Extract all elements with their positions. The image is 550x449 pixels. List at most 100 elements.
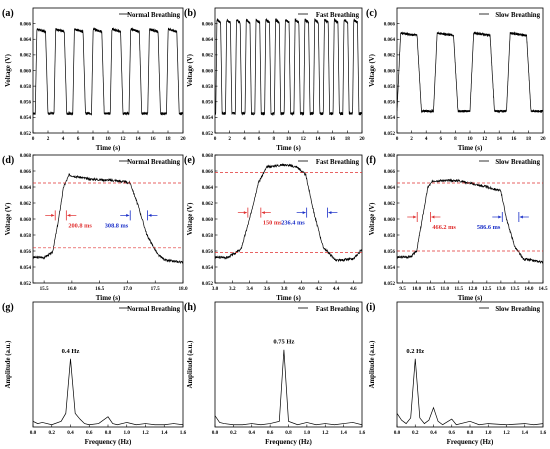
panel-label: (g) (2, 302, 14, 313)
x-tick-label: 16 (511, 136, 517, 142)
fall-arrowhead-right (148, 213, 152, 217)
x-tick-label: 1.2 (322, 430, 329, 436)
x-tick-label: 6 (77, 136, 80, 142)
x-axis-label: Time (s) (276, 144, 301, 152)
x-tick-label: 1.2 (503, 430, 510, 436)
fall-arrowhead-left (302, 211, 306, 215)
y-tick-label: 0.066 (20, 170, 32, 175)
y-tick-label: 0.068 (202, 154, 214, 159)
x-tick-label: 4.2 (316, 286, 323, 292)
y-tick-label: 0.058 (20, 85, 32, 90)
data-trace (215, 349, 362, 426)
y-axis-label: Voltage (V) (5, 203, 12, 236)
rise-arrowhead-left (243, 211, 247, 215)
data-trace (215, 17, 362, 117)
panel-b: (b) Fast Breathing 0 2 4 6 8 10 12 14 16 18 20 0.052 0… (184, 7, 365, 152)
x-tick-label: 17.5 (151, 286, 160, 292)
x-tick-label: 1.4 (522, 430, 529, 436)
panel-label: (d) (2, 155, 14, 166)
y-tick-label: 0.052 (202, 132, 214, 137)
x-tick-label: 12 (301, 136, 307, 142)
x-tick-label: 3.0 (212, 286, 219, 292)
legend-text: Slow Breathing (495, 159, 540, 166)
x-tick-label: 15.5 (40, 286, 49, 292)
panel-label: (i) (366, 302, 375, 313)
y-tick-label: 0.052 (20, 132, 32, 137)
x-axis-label: Frequency (Hz) (447, 438, 494, 446)
legend-text: Fast Breathing (316, 12, 360, 19)
x-tick-label: 11.5 (454, 286, 463, 292)
x-tick-label: 16 (330, 136, 336, 142)
x-tick-label: 14 (315, 136, 321, 142)
x-tick-label: 20 (359, 136, 365, 142)
y-tick-label: 0.052 (384, 132, 396, 137)
x-tick-label: 3.6 (264, 286, 271, 292)
data-trace (33, 173, 183, 265)
x-tick-label: 0.8 (467, 430, 474, 436)
y-tick-label: 0.052 (384, 282, 396, 287)
legend-text: Normal Breathing (127, 12, 181, 19)
rise-arrowhead-right (261, 211, 265, 215)
legend-text: Fast Breathing (316, 159, 360, 166)
x-tick-label: 2 (228, 136, 231, 142)
x-tick-label: 6 (440, 136, 443, 142)
x-tick-label: 1.6 (540, 430, 547, 436)
x-tick-label: 1.6 (359, 430, 366, 436)
x-tick-label: 10 (105, 136, 111, 142)
data-trace (33, 358, 183, 426)
legend-text: Fast Breathing (316, 306, 360, 313)
y-tick-label: 0.054 (20, 266, 32, 271)
x-tick-label: 16.0 (67, 286, 76, 292)
y-tick-label: 0.056 (202, 101, 214, 106)
y-tick-label: 0.064 (384, 186, 396, 191)
legend-text: Slow Breathing (495, 12, 540, 19)
y-tick-label: 0.060 (20, 218, 32, 223)
x-tick-label: 10 (286, 136, 292, 142)
y-axis-label: Voltage (V) (187, 203, 194, 236)
y-tick-label: 0.064 (20, 38, 32, 43)
x-tick-label: 10.0 (412, 286, 421, 292)
x-tick-label: 14 (497, 136, 503, 142)
y-tick-label: 0.056 (384, 101, 396, 106)
panel-e: (e) Fast Breathing 3.0 3.2 3.4 3.6 3.8 4.0 4.2 4.… (184, 154, 363, 302)
y-tick-label: 0.062 (20, 54, 32, 59)
y-tick-label: 0.066 (202, 22, 214, 27)
x-tick-label: 20 (180, 136, 186, 142)
y-tick-label: 0.056 (384, 250, 396, 255)
rise-arrowhead-left (51, 213, 55, 217)
plot-frame (214, 7, 363, 134)
y-tick-label: 0.064 (202, 38, 214, 43)
y-tick-label: 0.064 (384, 38, 396, 43)
y-tick-label: 0.056 (20, 101, 32, 106)
peak-label: 0.75 Hz (273, 339, 294, 346)
y-tick-label: 0.058 (202, 85, 214, 90)
rise-arrowhead-right (431, 215, 435, 219)
y-axis-label: Voltage (V) (369, 54, 376, 87)
y-tick-label: 0.054 (20, 116, 32, 121)
x-tick-label: 1.4 (340, 430, 347, 436)
panel-label: (c) (366, 8, 377, 19)
x-tick-label: 18 (526, 136, 532, 142)
x-axis-label: Frequency (Hz) (85, 438, 132, 446)
plot-frame (32, 301, 184, 428)
x-tick-label: 0.4 (249, 430, 256, 436)
y-tick-label: 0.060 (202, 69, 214, 74)
y-tick-label: 0.054 (384, 266, 396, 271)
y-tick-label: 0.064 (202, 186, 214, 191)
rise-time-label: 466.2 ms (432, 224, 456, 231)
x-tick-label: 8 (454, 136, 457, 142)
x-tick-label: 9.5 (399, 286, 406, 292)
x-tick-label: 4 (243, 136, 246, 142)
x-tick-label: 1.0 (124, 430, 131, 436)
x-tick-label: 11.0 (440, 286, 449, 292)
peak-label: 0.2 Hz (406, 348, 424, 355)
fall-time-label: 586.6 ms (477, 224, 501, 231)
x-tick-label: 2 (410, 136, 413, 142)
panel-i: (i) Slow Breathing 0.0 0.2 0.4 0.6 0.8 1.0 1.2 1.… (366, 301, 547, 446)
y-tick-label: 0.052 (202, 282, 214, 287)
x-tick-label: 4 (425, 136, 428, 142)
y-tick-label: 0.056 (202, 250, 214, 255)
x-tick-label: 0.8 (105, 430, 112, 436)
x-tick-label: 0.0 (212, 430, 219, 436)
